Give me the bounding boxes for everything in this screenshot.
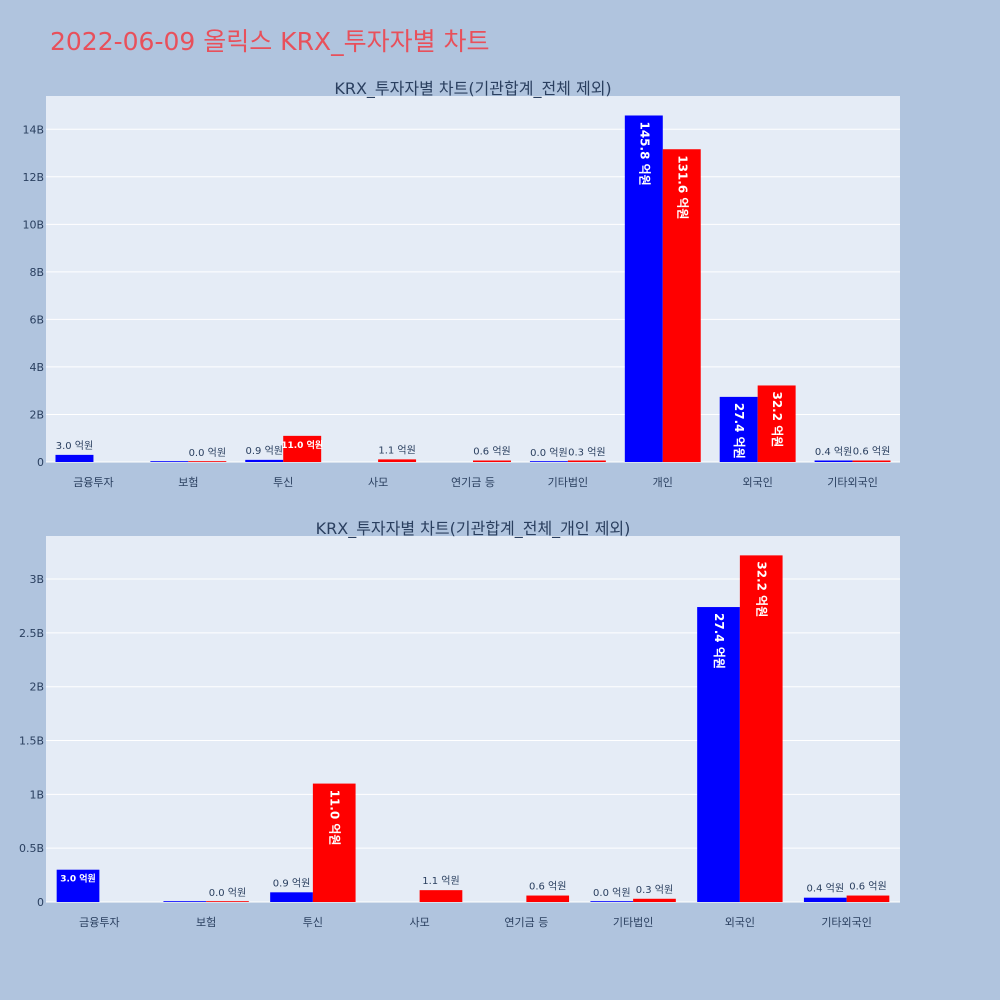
x-tick-label: 사모 (410, 916, 430, 929)
y-tick-label: 0.5B (19, 842, 44, 855)
y-tick-label: 2B (29, 681, 44, 694)
bar-value-label: 0.6 억원 (853, 446, 890, 458)
x-tick-label: 기타외국인 (821, 916, 872, 929)
bar-value-label: 11.0 억원 (328, 790, 342, 846)
bar-value-label: 3.0 억원 (60, 873, 96, 885)
bar (590, 901, 634, 902)
x-tick-label: 금융투자 (73, 476, 113, 489)
y-tick-label: 3B (29, 573, 44, 586)
bar (55, 454, 94, 462)
bar (567, 460, 606, 462)
bar-value-label: 0.4 억원 (815, 446, 852, 458)
y-tick-label: 12B (22, 171, 44, 184)
bar (419, 890, 463, 902)
bar-value-label: 0.6 억원 (473, 446, 510, 458)
bar-value-label: 0.0 억원 (593, 887, 630, 899)
y-tick-label: 0 (37, 896, 44, 909)
x-tick-label: 보험 (178, 476, 198, 489)
bar (526, 895, 570, 902)
y-tick-label: 6B (29, 313, 44, 326)
bar (633, 898, 676, 902)
page-title: 2022-06-09 올릭스 KRX_투자자별 차트 (50, 27, 490, 56)
bar (719, 396, 758, 462)
bar-value-label: 0.3 억원 (636, 884, 673, 896)
bar-value-label: 11.0 억원 (281, 439, 323, 451)
bar-value-label: 27.4 억원 (732, 403, 746, 459)
bar (852, 460, 891, 462)
bar (378, 459, 417, 462)
bar (697, 607, 740, 902)
y-tick-label: 8B (29, 266, 44, 279)
x-tick-label: 외국인 (725, 916, 755, 929)
bar (529, 461, 568, 462)
bar-value-label: 3.0 억원 (56, 440, 93, 452)
bar (473, 460, 511, 462)
bar-value-label: 0.0 억원 (189, 447, 226, 459)
bar (803, 897, 847, 902)
bar-value-label: 0.6 억원 (849, 881, 886, 893)
y-tick-label: 1.5B (19, 735, 44, 748)
x-tick-label: 보험 (196, 916, 216, 929)
bar-value-label: 1.1 억원 (378, 444, 415, 456)
bar (150, 461, 189, 462)
bar (206, 901, 249, 902)
y-tick-label: 14B (22, 123, 44, 136)
bar-value-label: 0.3 억원 (568, 446, 605, 458)
bar (163, 901, 207, 902)
chart-title: KRX_투자자별 차트(기관합계_전체_개인 제외) (316, 519, 631, 539)
bar (846, 895, 890, 902)
x-tick-label: 투신 (273, 476, 293, 489)
x-tick-label: 외국인 (742, 476, 772, 489)
bar-value-label: 131.6 억원 (675, 155, 689, 219)
bar (245, 459, 284, 462)
x-tick-label: 기타외국인 (827, 476, 878, 489)
y-tick-label: 1B (29, 788, 44, 801)
bar (312, 783, 356, 902)
bar-value-label: 145.8 억원 (637, 121, 651, 185)
y-tick-label: 2.5B (19, 627, 44, 640)
bar-value-label: 32.2 억원 (755, 561, 769, 617)
y-tick-label: 4B (29, 361, 44, 374)
bar (270, 892, 313, 902)
bar-value-label: 0.4 억원 (807, 883, 844, 895)
y-tick-label: 0 (37, 456, 44, 469)
chart-title: KRX_투자자별 차트(기관합계_전체 제외) (334, 79, 611, 99)
bar-value-label: 0.0 억원 (209, 887, 246, 899)
x-tick-label: 연기금 등 (504, 916, 548, 929)
bar-value-label: 0.9 억원 (246, 445, 283, 457)
bar-value-label: 32.2 억원 (770, 391, 784, 447)
y-tick-label: 10B (22, 218, 44, 231)
bar (283, 435, 322, 462)
bar (188, 461, 227, 462)
x-tick-label: 연기금 등 (451, 476, 495, 489)
bar-value-label: 27.4 억원 (712, 613, 726, 669)
x-tick-label: 기타법인 (613, 916, 653, 929)
bar-value-label: 0.9 억원 (273, 877, 310, 889)
x-tick-label: 개인 (653, 476, 673, 489)
y-tick-label: 2B (29, 408, 44, 421)
x-tick-label: 금융투자 (79, 916, 119, 929)
bar-value-label: 0.6 억원 (529, 881, 566, 893)
x-tick-label: 사모 (368, 476, 388, 489)
bar (739, 555, 783, 902)
chart-institution-excluded: 0 2B 4B 6B 8B 10B 12B 14B KRX_투자자별 차트(기관합계_전체 제외… (22, 79, 900, 489)
x-tick-label: 투신 (303, 916, 323, 929)
bar (624, 115, 663, 462)
chart-individual-excluded: 0 0.5B 1B 1.5B 2B 2.5B 3B KRX_투자자별 차트(기관합계_전체_개… (19, 519, 900, 929)
bar (662, 149, 701, 462)
bar (814, 460, 853, 462)
bar-value-label: 0.0 억원 (530, 447, 567, 459)
x-tick-label: 기타법인 (548, 476, 588, 489)
bar (56, 869, 100, 902)
bar-value-label: 1.1 억원 (422, 875, 459, 887)
bar (757, 385, 796, 462)
